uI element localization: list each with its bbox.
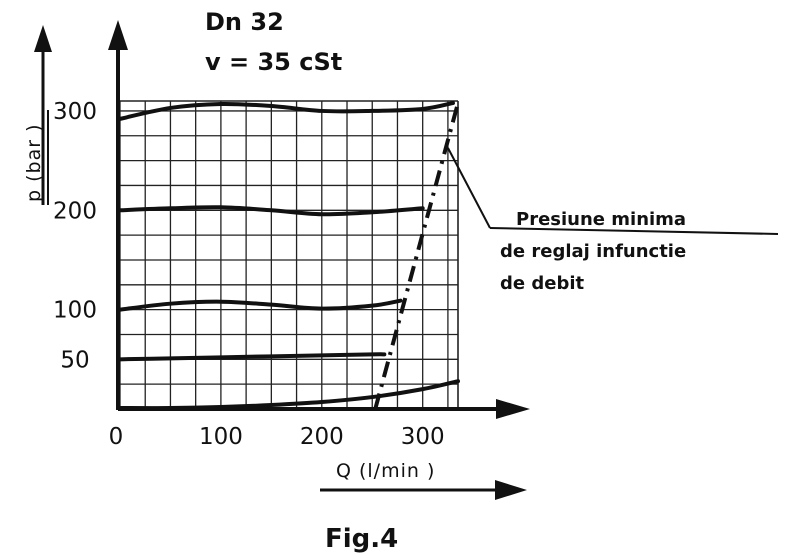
y-axis-label-group: p (bar ) [23, 25, 52, 205]
x-tick-label: 200 [300, 424, 344, 450]
x-tick-label: 0 [109, 424, 124, 450]
y-axis-arrow-icon [108, 20, 128, 50]
figure-caption: Fig.4 [325, 524, 398, 554]
annotation-line-1: Presiune minima [516, 209, 686, 230]
min-pressure-line [373, 102, 460, 410]
y-label-arrow-icon [34, 25, 52, 52]
y-axis [108, 20, 128, 410]
series-layer [118, 100, 460, 411]
annotation-min-pressure: Presiune minima de reglaj infunctie de d… [447, 147, 779, 294]
y-tick-label: 50 [60, 347, 89, 373]
pressure-curve-2 [118, 298, 403, 312]
x-tick-label: 300 [401, 424, 445, 450]
x-label-arrow-icon [495, 480, 527, 500]
chart-header-viscosity: v = 35 cSt [205, 48, 342, 76]
annotation-line-2: de reglaj infunctie [500, 241, 686, 262]
y-tick-label: 100 [53, 298, 97, 324]
pressure-curve-4 [118, 100, 455, 121]
plot-grid [119, 100, 459, 410]
x-axis-label-group: Q (l/min ) [320, 460, 527, 500]
pressure-curve-1 [118, 352, 387, 362]
x-axis-arrow-icon [496, 399, 530, 419]
pressure-curve-3 [118, 205, 425, 217]
x-tick-label: 100 [199, 424, 243, 450]
tick-labels: 50 100 200 300 0 100 200 300 [53, 99, 445, 450]
chart-header-dn: Dn 32 [205, 8, 284, 36]
y-tick-label: 300 [53, 99, 97, 125]
annotation-line-3: de debit [500, 273, 585, 294]
annotation-underline [489, 227, 779, 235]
x-axis [118, 399, 530, 419]
x-axis-label: Q (l/min ) [336, 460, 435, 482]
annotation-leader-line [447, 147, 491, 229]
y-tick-label: 200 [53, 198, 97, 224]
y-axis-label: p (bar ) [23, 124, 45, 202]
